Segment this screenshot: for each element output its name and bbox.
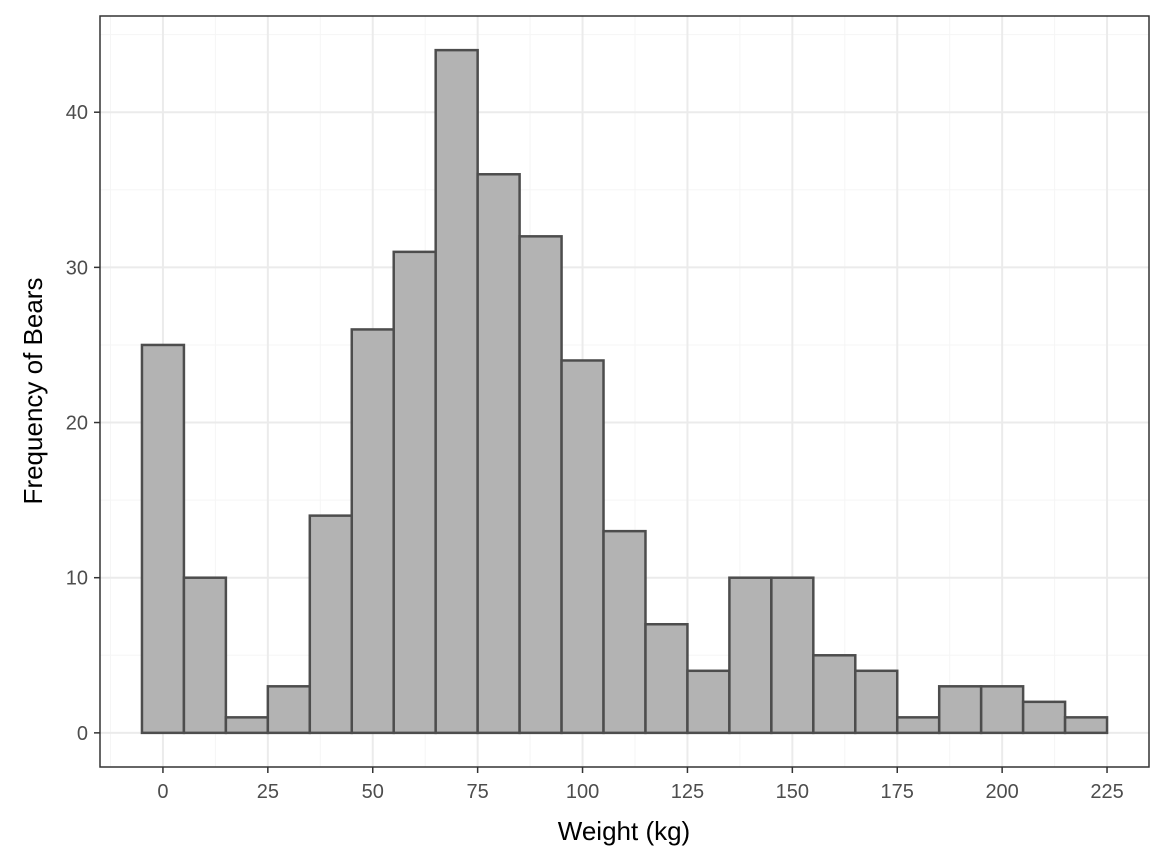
x-tick-label: 200 xyxy=(985,781,1018,803)
histogram-bar xyxy=(602,529,647,735)
y-tick-label: 20 xyxy=(66,413,88,435)
x-tick-label: 225 xyxy=(1090,781,1123,803)
histogram-bar xyxy=(895,716,941,735)
y-axis-title: Frequency of Bears xyxy=(18,278,48,505)
x-tick-label: 0 xyxy=(157,781,168,803)
x-tick-label: 175 xyxy=(881,781,914,803)
histogram-bar xyxy=(686,669,731,735)
panel-border xyxy=(99,15,1150,768)
histogram-bar xyxy=(518,235,563,735)
histogram-bars xyxy=(140,48,1109,735)
y-tick-label: 0 xyxy=(77,723,88,745)
histogram-bar xyxy=(1063,716,1109,735)
histogram-bar xyxy=(476,173,521,735)
x-tick-label: 100 xyxy=(566,781,599,803)
histogram-bar xyxy=(182,576,228,735)
histogram-bar xyxy=(224,716,270,735)
histogram-bar xyxy=(812,654,857,735)
x-tick-label: 50 xyxy=(362,781,384,803)
histogram-bar xyxy=(434,48,479,735)
histogram-bar xyxy=(1021,700,1067,735)
x-axis: 0 25 50 75 100 125 150 175 200 225 xyxy=(157,767,1124,803)
y-axis: 0 10 20 30 40 xyxy=(66,102,100,745)
histogram-bar xyxy=(770,576,815,735)
histogram-bar xyxy=(308,514,354,735)
histogram-bar xyxy=(937,685,983,735)
x-tick-label: 25 xyxy=(257,781,279,803)
histogram-bar xyxy=(350,328,395,735)
x-tick-label: 75 xyxy=(467,781,489,803)
histogram-bar xyxy=(644,622,689,735)
histogram-bar xyxy=(560,359,605,735)
y-tick-label: 40 xyxy=(66,102,88,124)
x-tick-label: 150 xyxy=(776,781,809,803)
x-axis-title: Weight (kg) xyxy=(558,816,690,846)
histogram-bar xyxy=(266,685,312,735)
histogram-bar xyxy=(392,250,437,735)
y-tick-label: 10 xyxy=(66,568,88,590)
histogram-bar xyxy=(728,576,773,735)
x-tick-label: 125 xyxy=(671,781,704,803)
histogram-bar xyxy=(979,685,1025,735)
histogram-bar xyxy=(854,669,899,735)
histogram-bar xyxy=(140,343,186,735)
y-tick-label: 30 xyxy=(66,257,88,279)
